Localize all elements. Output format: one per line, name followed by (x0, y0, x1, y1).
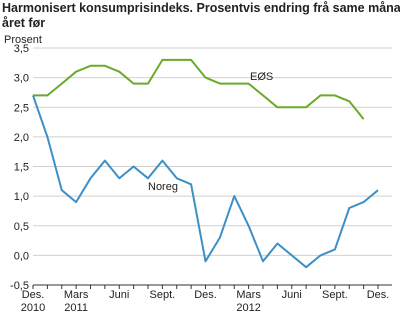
x-tick-label: Mars (236, 289, 261, 301)
y-tick-label: 0,0 (14, 250, 29, 262)
x-tick-label: Des. (22, 289, 45, 301)
y-tick-label: 0,5 (14, 221, 29, 233)
y-axis-label: Prosent (4, 34, 42, 46)
y-tick-label: 1,5 (14, 162, 29, 174)
series-label: Noreg (148, 181, 178, 193)
y-tick-label: 1,0 (14, 191, 29, 203)
x-tick-year: 2010 (21, 302, 45, 314)
x-tick-label: Des. (367, 289, 390, 301)
x-tick-label: Sept. (322, 289, 348, 301)
x-tick-label: Des. (194, 289, 217, 301)
x-tick-label: Mars (64, 289, 89, 301)
y-tick-label: 3,0 (14, 73, 29, 85)
y-tick-label: 2,5 (14, 102, 29, 114)
line (33, 58, 365, 120)
chart-title: året før (2, 16, 45, 30)
x-tick-label: Sept. (150, 289, 176, 301)
x-tick-label: Juni (282, 289, 302, 301)
y-tick-label: 2,0 (14, 132, 29, 144)
x-tick-year: 2011 (64, 302, 88, 314)
x-tick-year: 2012 (236, 302, 260, 314)
x-tick-label: Juni (109, 289, 129, 301)
line (32, 95, 379, 269)
y-tick-label: 3,5 (14, 43, 29, 55)
series-label: EØS (250, 71, 273, 83)
chart-title: Harmonisert konsumprisindeks. Prosentvis… (2, 1, 400, 15)
y-tick-label: -0,5 (10, 280, 29, 292)
